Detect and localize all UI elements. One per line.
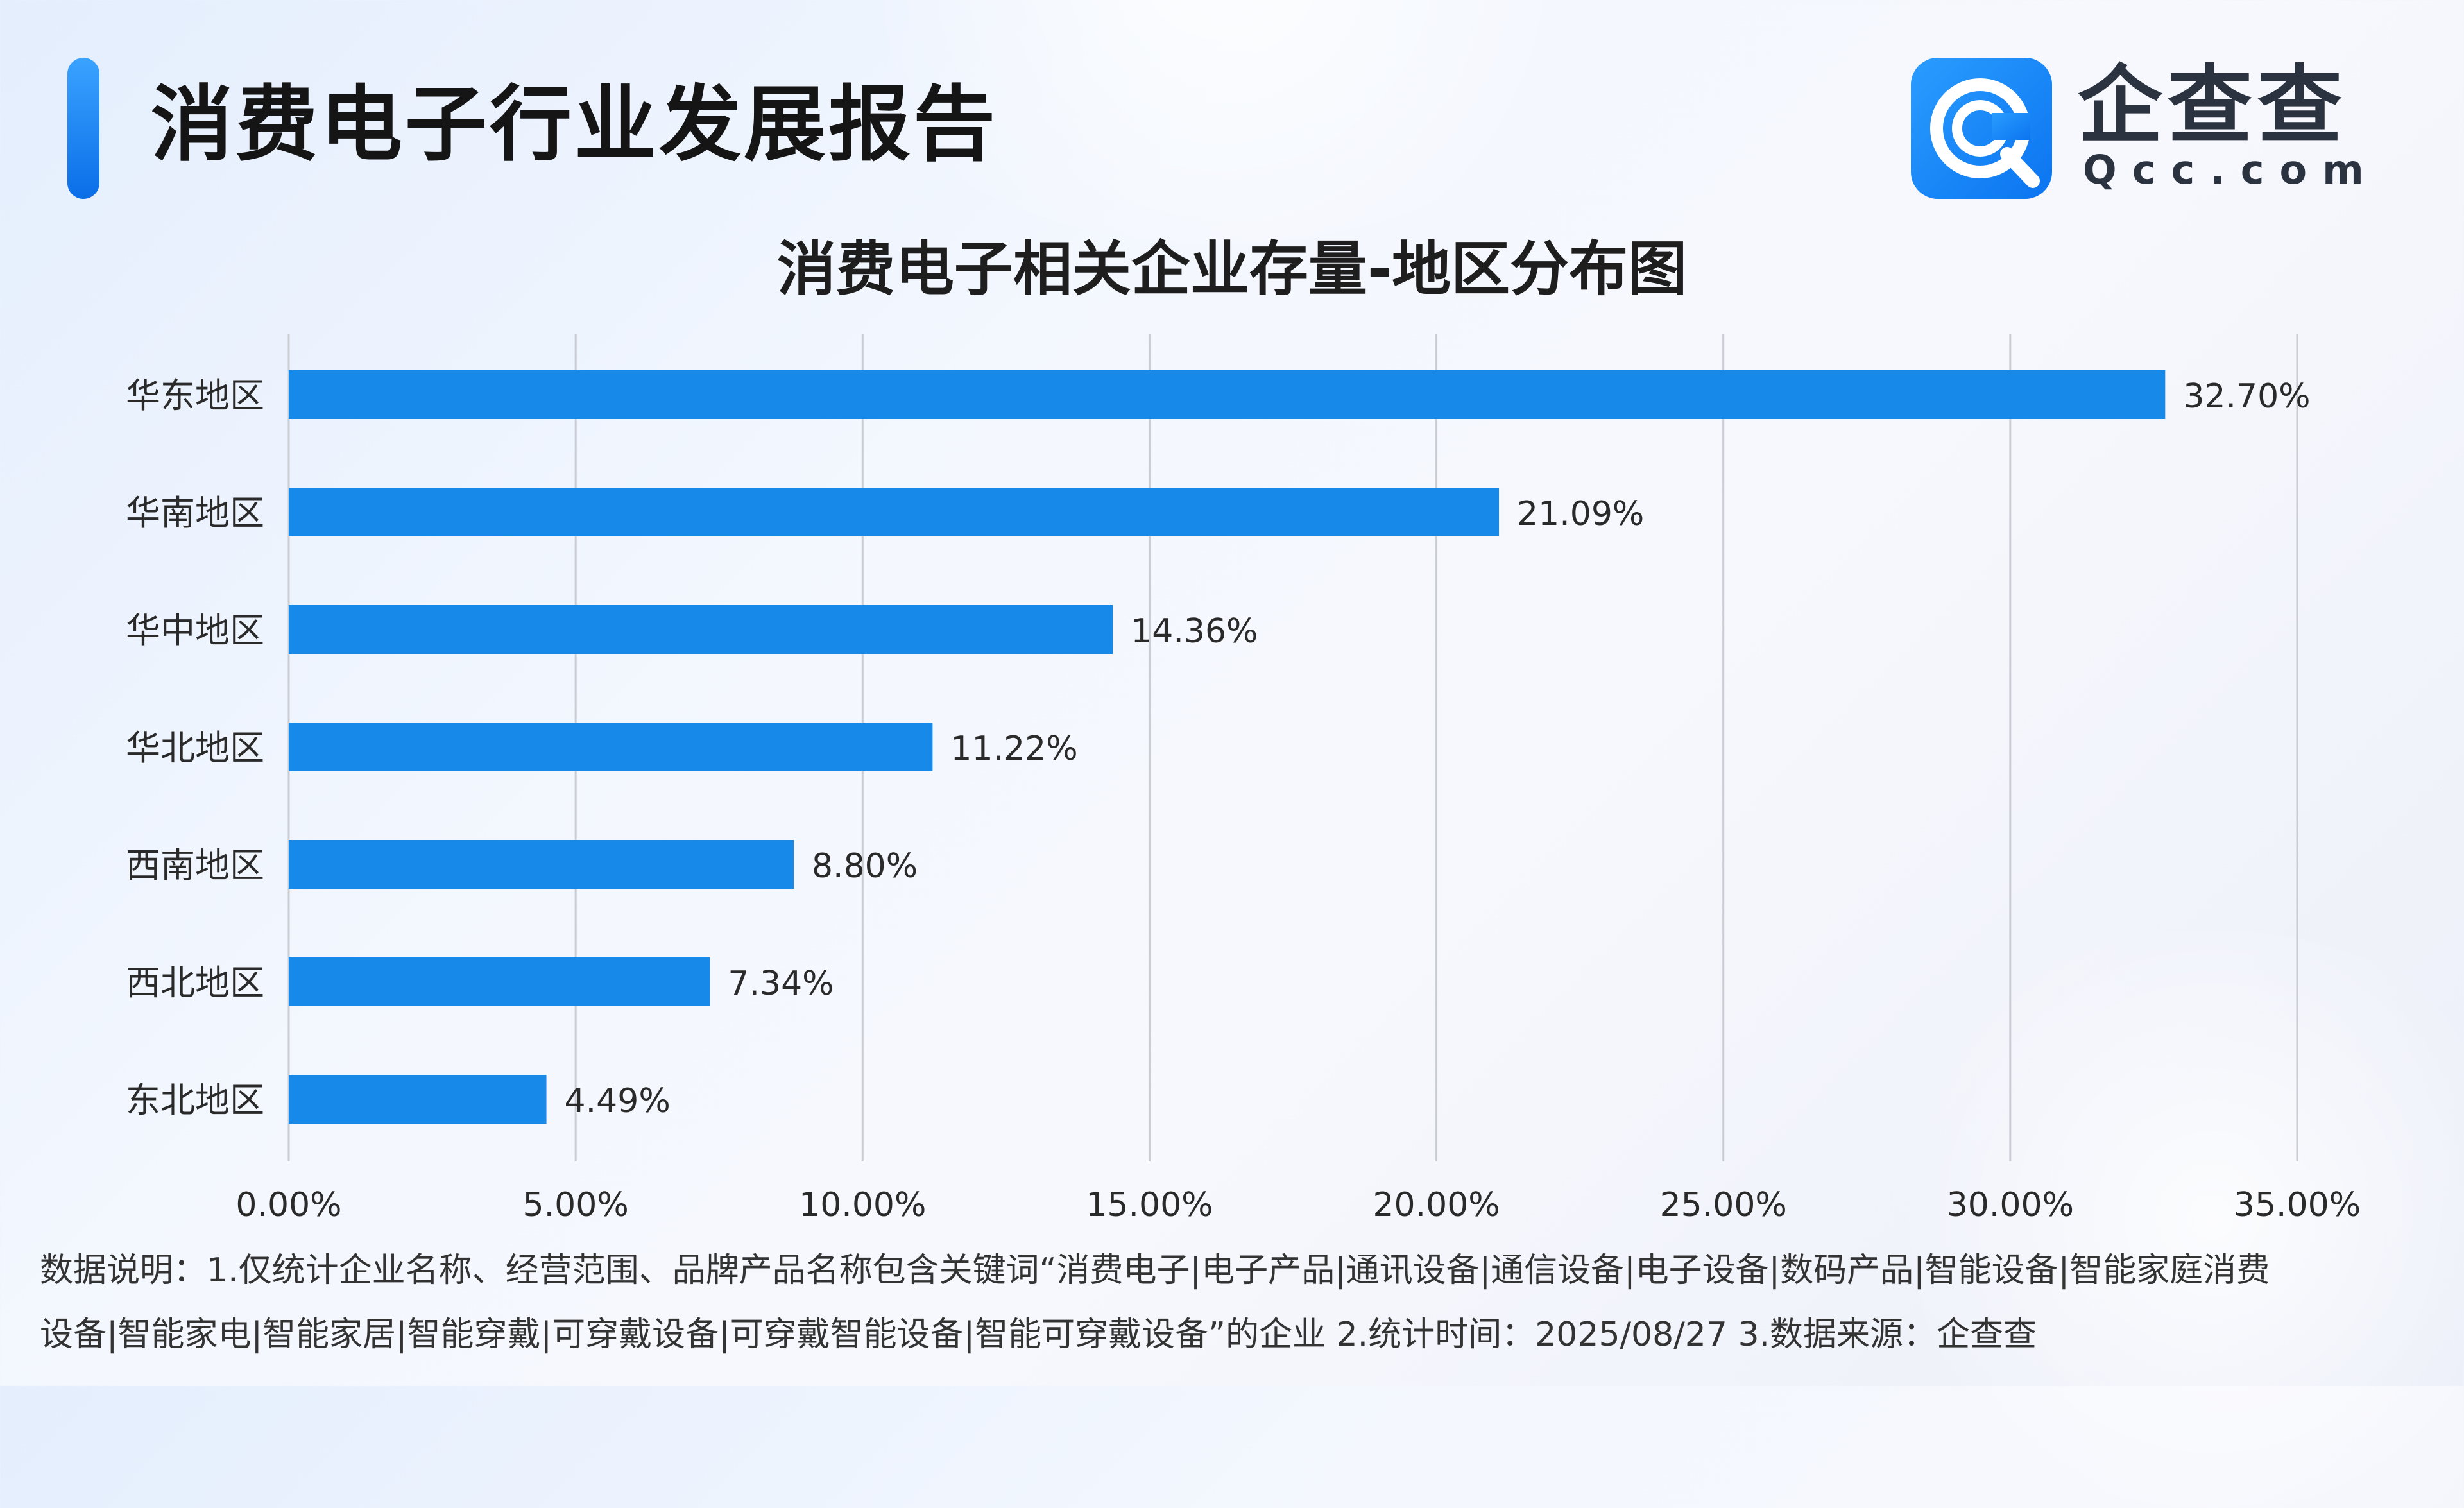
value-label: 4.49% xyxy=(565,1082,671,1120)
x-tick-label: 20.00% xyxy=(1373,1186,1500,1224)
x-tick-label: 5.00% xyxy=(523,1186,629,1224)
category-label: 华南地区 xyxy=(126,493,264,533)
value-label: 7.34% xyxy=(728,964,834,1003)
bar xyxy=(289,957,710,1006)
x-tick-label: 30.00% xyxy=(1947,1186,2074,1224)
value-label: 8.80% xyxy=(812,847,918,886)
logo-text: 企查查 xyxy=(2078,56,2347,155)
x-tick-label: 35.00% xyxy=(2234,1186,2361,1224)
category-label: 华北地区 xyxy=(126,728,264,768)
bar-chart: 0.00% 5.00% 10.00% 15.00% 20.00% 25.00% 30.00%… xyxy=(126,334,2361,1224)
brand-logo: 企查查 Qcc.com xyxy=(1911,58,2424,199)
value-label: 14.36% xyxy=(1131,612,1258,651)
category-label: 西南地区 xyxy=(126,845,264,886)
bar xyxy=(289,840,794,889)
footnote-line-1: 数据说明：1.仅统计企业名称、经营范围、品牌产品名称包含关键词“消费电子|电子产… xyxy=(40,1251,2270,1290)
category-label: 华中地区 xyxy=(126,610,264,651)
category-label: 西北地区 xyxy=(126,963,264,1003)
value-label: 11.22% xyxy=(950,730,1077,768)
header-accent-bar xyxy=(67,58,99,199)
value-label: 21.09% xyxy=(1517,495,1644,533)
bar xyxy=(289,488,1500,536)
footnote-line-2: 设备|智能家电|智能家居|智能穿戴|可穿戴设备|可穿戴智能设备|智能可穿戴设备”… xyxy=(40,1315,2037,1354)
chart-title: 消费电子相关企业存量-地区分布图 xyxy=(776,235,1688,304)
x-tick-label: 15.00% xyxy=(1086,1186,1213,1224)
x-tick-label: 25.00% xyxy=(1660,1186,1787,1224)
bar xyxy=(289,723,933,771)
footnote: 数据说明：1.仅统计企业名称、经营范围、品牌产品名称包含关键词“消费电子|电子产… xyxy=(40,1238,2427,1367)
bar xyxy=(289,605,1113,654)
category-label: 华东地区 xyxy=(126,375,264,416)
bar xyxy=(289,370,2166,419)
bar xyxy=(289,1075,547,1124)
x-tick-label: 0.00% xyxy=(235,1186,341,1224)
qcc-logo-icon xyxy=(1911,58,2052,199)
x-tick-label: 10.00% xyxy=(799,1186,926,1224)
value-label: 32.70% xyxy=(2183,377,2310,416)
category-label: 东北地区 xyxy=(126,1080,264,1120)
report-title: 消费电子行业发展报告 xyxy=(151,77,998,173)
logo-subtext: Qcc.com xyxy=(2083,146,2379,193)
